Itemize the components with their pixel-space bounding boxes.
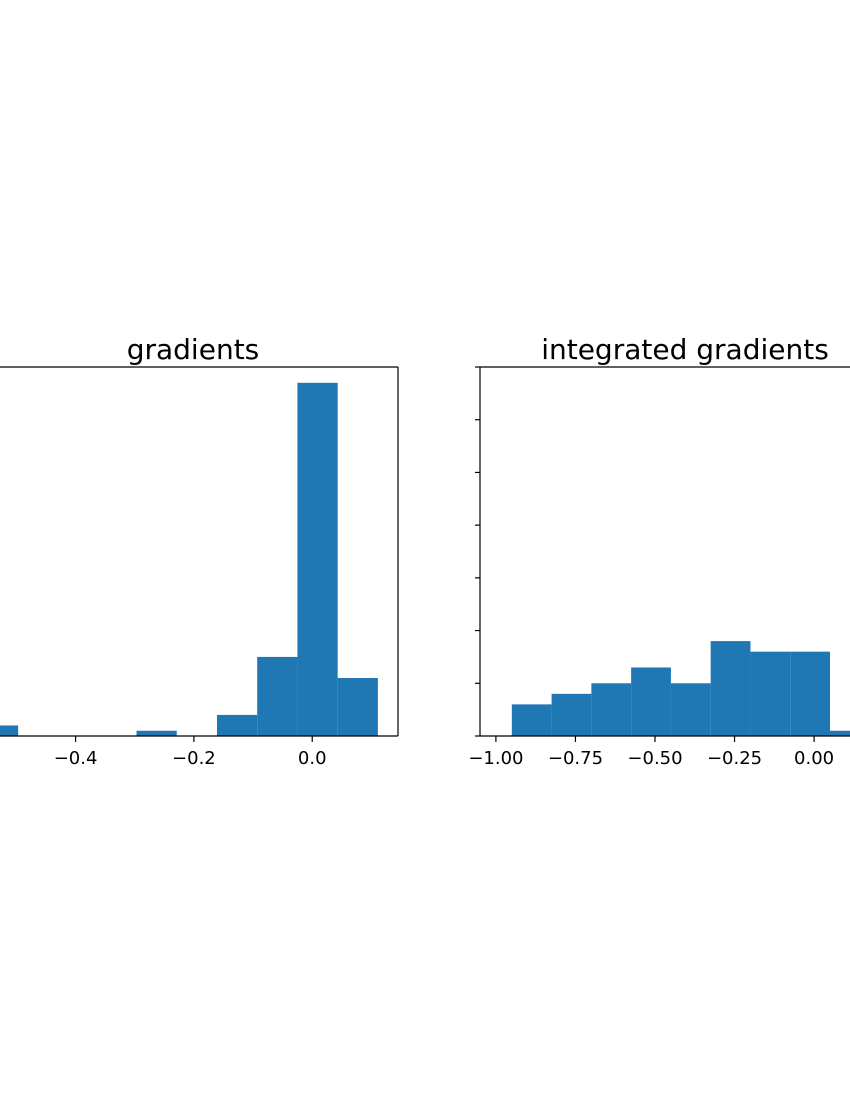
histogram-bar: [631, 667, 671, 736]
histogram-bar: [750, 651, 791, 736]
histogram-bar: [670, 683, 711, 736]
histogram-bar: [257, 656, 298, 736]
histogram-bar: [136, 730, 177, 736]
x-tick-label: −1.00: [468, 748, 523, 769]
histogram-bar: [551, 693, 592, 736]
histogram-bar: [511, 704, 552, 736]
histogram-bar: [337, 678, 378, 736]
x-tick-label: −0.75: [548, 748, 603, 769]
chart-title: gradients: [127, 333, 260, 366]
x-tick-label: 0.00: [794, 748, 834, 769]
x-tick-label: −0.4: [54, 748, 98, 769]
histogram-bar: [790, 651, 830, 736]
chart-0: −0.4 −0.2 0.0 gradients: [0, 333, 399, 769]
histogram-bar: [216, 714, 258, 736]
x-tick-label: 0.0: [298, 748, 327, 769]
chart-1: −1.00−0.75−0.50−0.250.000.25integrated g…: [468, 333, 850, 769]
chart-title: integrated gradients: [541, 333, 829, 366]
histogram-bar: [591, 683, 632, 736]
histogram-bar: [710, 641, 751, 736]
x-tick-label: −0.50: [627, 748, 682, 769]
x-tick-label: −0.2: [172, 748, 216, 769]
x-tick-label: −0.25: [707, 748, 762, 769]
histogram-bar: [0, 725, 19, 736]
histogram-bar: [830, 730, 850, 736]
histogram-bar: [297, 382, 338, 736]
